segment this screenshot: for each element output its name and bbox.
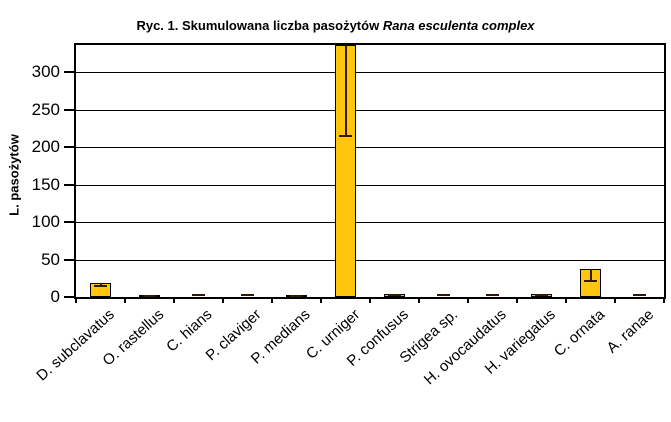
error-bar-cap-c-urniger (339, 134, 352, 137)
x-tick-5 (320, 297, 322, 303)
y-tick-200 (64, 146, 76, 148)
y-tick-150 (64, 183, 76, 186)
y-tick-label-0: 0 (50, 287, 60, 306)
x-tick-2 (173, 297, 175, 303)
gridline-200 (76, 147, 664, 148)
y-tick-label-300: 300 (31, 62, 60, 81)
error-bar-stem-d-subclavatus (99, 282, 102, 286)
gridline-50 (76, 259, 664, 261)
x-tick-0 (75, 297, 77, 303)
error-bar-cap-d-subclavatus (94, 284, 107, 287)
y-tick-label-100: 100 (31, 212, 60, 231)
x-tick-8 (467, 297, 469, 303)
error-bar-cap-o-rastellus (143, 294, 156, 297)
bar-h-ovocaudatus (486, 294, 499, 296)
error-bar-cap-p-medians (290, 294, 303, 297)
x-tick-7 (418, 297, 420, 303)
x-tick-4 (271, 297, 273, 303)
x-category-label-d-subclavatus: D. subclavatus (33, 306, 118, 385)
x-tick-12 (663, 297, 665, 303)
y-tick-250 (64, 108, 76, 111)
y-tick-label-200: 200 (31, 137, 60, 156)
x-tick-10 (565, 297, 567, 303)
x-tick-1 (124, 297, 126, 303)
bar-strigea-sp (437, 294, 450, 296)
x-category-label-a-ranae: A. ranae (603, 306, 657, 357)
y-tick-label-250: 250 (31, 99, 60, 119)
bar-c-hians (192, 294, 205, 296)
bar-p-claviger (241, 294, 254, 296)
y-tick-label-150: 150 (31, 174, 60, 194)
chart-title-text: Ryc. 1. Skumulowana liczba pasożytów (136, 18, 380, 33)
error-bar-cap-h-variegatus (535, 293, 548, 296)
plot-area (74, 43, 666, 299)
y-tick-0 (64, 296, 76, 298)
x-tick-6 (369, 297, 371, 303)
x-tick-9 (516, 297, 518, 303)
x-category-label-c-ornata: C. ornata (550, 306, 608, 360)
bar-a-ranae (633, 294, 646, 296)
error-bar-cap-p-confusus (388, 294, 401, 297)
y-tick-label-50: 50 (41, 249, 60, 269)
error-bar-stem-c-urniger (344, 45, 347, 136)
chart-title-species-italic: Rana esculenta complex (382, 18, 535, 33)
chart-title: Ryc. 1. Skumulowana liczba pasożytów Ran… (0, 18, 671, 33)
y-tick-300 (64, 71, 76, 73)
gridline-250 (76, 109, 664, 111)
y-tick-50 (64, 258, 76, 261)
error-bar-stem-c-ornata (589, 269, 592, 281)
gridline-150 (76, 184, 664, 186)
error-bar-cap-c-ornata (584, 279, 597, 282)
gridline-100 (76, 222, 664, 223)
y-tick-100 (64, 221, 76, 223)
x-tick-3 (222, 297, 224, 303)
gridline-300 (76, 72, 664, 73)
x-tick-11 (614, 297, 616, 303)
